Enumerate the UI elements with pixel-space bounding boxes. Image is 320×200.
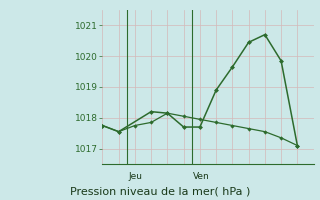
Text: Pression niveau de la mer( hPa ): Pression niveau de la mer( hPa ): [70, 186, 250, 196]
Text: Jeu: Jeu: [128, 172, 142, 181]
Text: Ven: Ven: [193, 172, 210, 181]
